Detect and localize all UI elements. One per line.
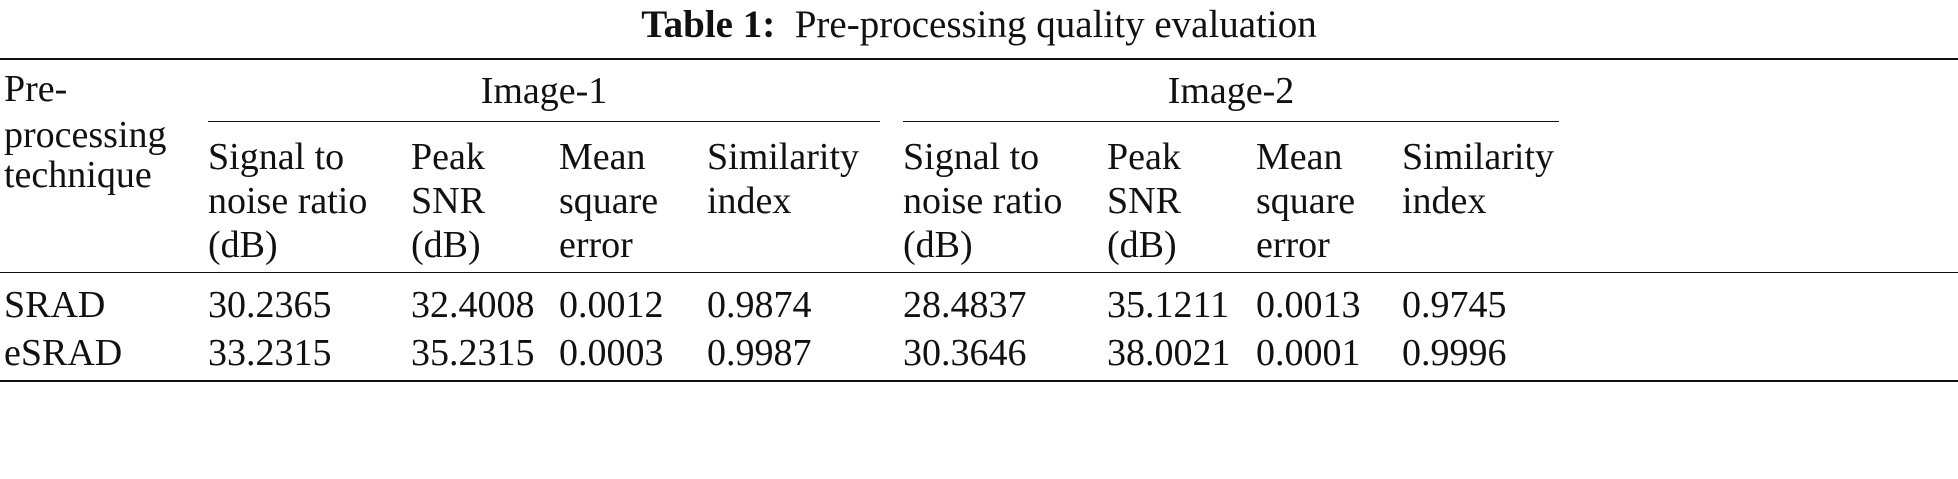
header-technique-line-1: Pre- bbox=[4, 68, 68, 110]
header-psnr-2-line-1: Peak bbox=[1107, 136, 1181, 178]
header-rule bbox=[0, 272, 1958, 273]
table-cell: 0.0001 bbox=[1256, 332, 1361, 374]
table-cell: 0.0012 bbox=[559, 284, 664, 326]
row-technique-esrad: eSRAD bbox=[4, 332, 123, 374]
header-psnr-2-line-2: SNR bbox=[1107, 180, 1181, 222]
header-mse-2-line-1: Mean bbox=[1256, 136, 1343, 178]
header-technique-line-2: processing bbox=[4, 114, 167, 156]
table-cell: 32.4008 bbox=[411, 284, 535, 326]
table-cell: 0.0003 bbox=[559, 332, 664, 374]
caption-text: Pre-processing quality evaluation bbox=[794, 3, 1317, 46]
header-snr-1-line-1: Signal to bbox=[208, 136, 345, 178]
header-mse-2-line-3: error bbox=[1256, 224, 1330, 266]
header-mse-2-line-2: square bbox=[1256, 180, 1356, 222]
caption-label: Table 1: bbox=[641, 3, 776, 46]
group-rule-image-1 bbox=[208, 121, 880, 122]
row-technique-srad: SRAD bbox=[4, 284, 106, 326]
header-mse-1-line-3: error bbox=[559, 224, 633, 266]
header-snr-1-line-2: noise ratio bbox=[208, 180, 368, 222]
header-ssim-1-line-2: index bbox=[707, 180, 792, 222]
table-cell: 38.0021 bbox=[1107, 332, 1231, 374]
top-rule bbox=[0, 58, 1958, 60]
header-mse-1-line-1: Mean bbox=[559, 136, 646, 178]
header-ssim-2-line-2: index bbox=[1402, 180, 1487, 222]
table-cell: 30.3646 bbox=[903, 332, 1027, 374]
table-cell: 33.2315 bbox=[208, 332, 332, 374]
header-mse-1-line-2: square bbox=[559, 180, 659, 222]
table-cell: 0.9987 bbox=[707, 332, 812, 374]
header-snr-2-line-1: Signal to bbox=[903, 136, 1040, 178]
header-snr-2-line-3: (dB) bbox=[903, 224, 973, 266]
header-snr-1-line-3: (dB) bbox=[208, 224, 278, 266]
table-cell: 35.2315 bbox=[411, 332, 535, 374]
header-psnr-1-line-3: (dB) bbox=[411, 224, 481, 266]
header-psnr-2-line-3: (dB) bbox=[1107, 224, 1177, 266]
table-cell: 28.4837 bbox=[903, 284, 1027, 326]
header-psnr-1-line-2: SNR bbox=[411, 180, 485, 222]
group-rule-image-2 bbox=[903, 121, 1559, 122]
header-group-image-2: Image-2 bbox=[1167, 70, 1295, 112]
header-ssim-1-line-1: Similarity bbox=[707, 136, 859, 178]
header-psnr-1-line-1: Peak bbox=[411, 136, 485, 178]
table-cell: 0.9874 bbox=[707, 284, 812, 326]
table-caption: Table 1: Pre-processing quality evaluati… bbox=[0, 2, 1958, 48]
table-cell: 0.9745 bbox=[1402, 284, 1507, 326]
header-technique-line-3: technique bbox=[4, 154, 152, 196]
table-cell: 0.0013 bbox=[1256, 284, 1361, 326]
table-cell: 0.9996 bbox=[1402, 332, 1507, 374]
header-ssim-2-line-1: Similarity bbox=[1402, 136, 1554, 178]
header-snr-2-line-2: noise ratio bbox=[903, 180, 1063, 222]
bottom-rule bbox=[0, 380, 1958, 382]
header-group-image-1: Image-1 bbox=[480, 70, 608, 112]
table-cell: 35.1211 bbox=[1107, 284, 1230, 326]
table-cell: 30.2365 bbox=[208, 284, 332, 326]
